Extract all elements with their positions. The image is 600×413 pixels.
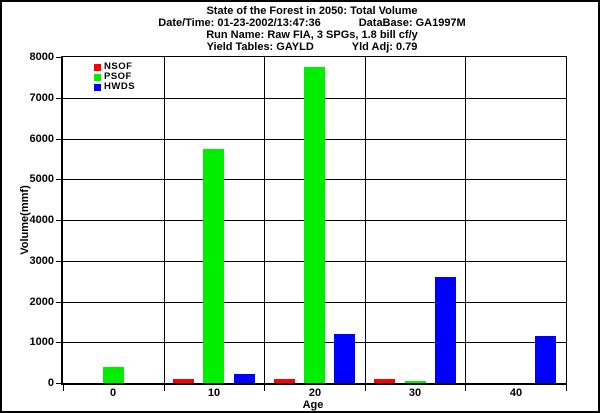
x-tick-mark xyxy=(465,385,466,391)
bar-hwds-age-30 xyxy=(435,277,456,383)
yield-tables-text: Yield Tables: GAYLD xyxy=(206,41,314,53)
run-name-text: Run Name: Raw FIA, 3 SPGs, 1.8 bill cf/y xyxy=(206,29,418,41)
y-tick-label: 6000 xyxy=(29,133,54,145)
y-tick-mark xyxy=(56,98,61,99)
legend-swatch-psof xyxy=(94,73,101,81)
y-tick-label: 7000 xyxy=(29,92,54,104)
gridline-vertical xyxy=(164,57,165,383)
y-tick-label: 8000 xyxy=(29,51,54,63)
legend-label-hwds: HWDS xyxy=(104,81,136,92)
yld-adj-text: Yld Adj: 0.79 xyxy=(351,41,418,53)
x-tick-label: 40 xyxy=(509,387,523,399)
database-text: DataBase: GA1997M xyxy=(358,17,466,29)
date-time-text: Date/Time: 01-23-2002/13:47:36 xyxy=(158,17,321,29)
bar-psof-age-0 xyxy=(103,367,124,383)
legend-swatch-nsof xyxy=(94,63,101,71)
bar-nsof-age-20 xyxy=(274,379,295,383)
x-tick-mark xyxy=(264,385,265,391)
x-tick-mark xyxy=(566,385,567,391)
y-tick-label: 3000 xyxy=(29,255,54,267)
x-tick-label: 10 xyxy=(207,387,221,399)
legend-item-nsof: NSOF xyxy=(94,62,135,72)
plot-area xyxy=(61,56,567,385)
chart-subtitle-datetime-database: Date/Time: 01-23-2002/13:47:36 DataBase: … xyxy=(22,17,598,29)
bar-psof-age-20 xyxy=(304,67,325,383)
gridline-vertical xyxy=(465,57,466,383)
y-tick-mark xyxy=(56,261,61,262)
bar-psof-age-10 xyxy=(203,149,224,383)
bar-hwds-age-10 xyxy=(234,374,255,383)
legend-item-psof: PSOF xyxy=(94,72,135,82)
x-tick-label: 30 xyxy=(408,387,422,399)
y-tick-label: 5000 xyxy=(29,173,54,185)
bar-nsof-age-30 xyxy=(374,379,395,383)
x-tick-mark xyxy=(365,385,366,391)
chart-header: State of the Forest in 2050: Total Volum… xyxy=(22,5,598,53)
legend-item-hwds: HWDS xyxy=(94,82,135,92)
y-tick-label: 0 xyxy=(47,377,54,389)
y-tick-label: 1000 xyxy=(29,336,54,348)
legend: NSOF PSOF HWDS xyxy=(94,62,135,92)
gridline-vertical xyxy=(365,57,366,383)
legend-label-psof: PSOF xyxy=(104,71,132,82)
chart-subtitle-yield: Yield Tables: GAYLD Yld Adj: 0.79 xyxy=(22,41,598,53)
y-tick-mark xyxy=(56,342,61,343)
y-tick-mark xyxy=(56,302,61,303)
x-tick-label: 0 xyxy=(109,387,117,399)
bar-hwds-age-20 xyxy=(334,334,355,383)
y-tick-label: 2000 xyxy=(29,296,54,308)
chart-title: State of the Forest in 2050: Total Volum… xyxy=(206,5,418,17)
x-axis-title: Age xyxy=(302,399,324,411)
legend-label-nsof: NSOF xyxy=(104,61,133,72)
y-tick-label: 4000 xyxy=(29,214,54,226)
x-tick-mark xyxy=(164,385,165,391)
gridline-vertical xyxy=(264,57,265,383)
y-tick-mark xyxy=(56,139,61,140)
y-tick-mark xyxy=(56,179,61,180)
bar-nsof-age-10 xyxy=(173,379,194,383)
y-tick-mark xyxy=(56,57,61,58)
x-tick-label: 20 xyxy=(308,387,322,399)
y-tick-mark xyxy=(56,220,61,221)
legend-swatch-hwds xyxy=(94,83,101,91)
x-tick-mark xyxy=(63,385,64,391)
y-tick-mark xyxy=(56,383,61,384)
bar-psof-age-30 xyxy=(405,381,426,383)
bar-hwds-age-40 xyxy=(535,336,556,383)
